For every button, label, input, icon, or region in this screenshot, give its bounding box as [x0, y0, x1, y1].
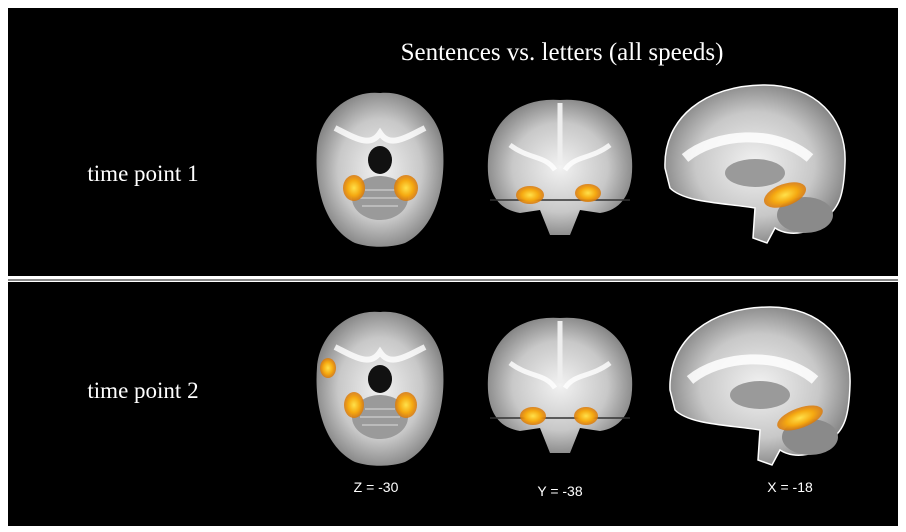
row-label: time point 1 — [87, 161, 198, 186]
separator — [8, 279, 898, 281]
title: Sentences vs. letters (all speeds) — [401, 39, 724, 66]
slice-label: Y = -38 — [537, 483, 582, 499]
figure: Sentences vs. letters (all speeds) time … — [0, 0, 906, 532]
slice-label: X = -18 — [767, 479, 813, 495]
slice-label: Z = -30 — [354, 479, 399, 495]
row-label: time point 2 — [87, 378, 198, 403]
